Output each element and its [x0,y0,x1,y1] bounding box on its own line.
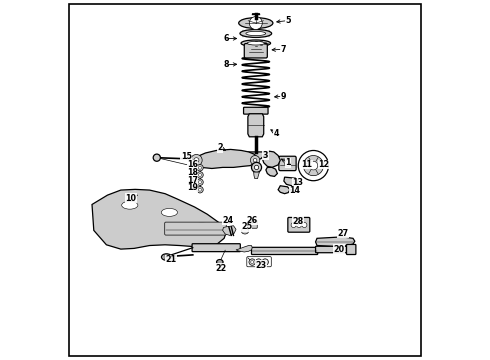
Circle shape [255,259,262,265]
Circle shape [253,158,257,162]
Text: 23: 23 [256,261,267,270]
Circle shape [303,156,323,176]
Circle shape [198,188,201,191]
Ellipse shape [242,228,248,234]
Text: 24: 24 [222,216,233,225]
FancyBboxPatch shape [165,222,226,235]
Ellipse shape [246,31,266,36]
Polygon shape [278,186,290,194]
Text: 4: 4 [273,129,279,138]
Text: 11: 11 [301,160,313,169]
Circle shape [257,261,260,264]
FancyBboxPatch shape [316,246,349,253]
Ellipse shape [247,41,265,45]
Text: 25: 25 [241,222,252,231]
Circle shape [262,259,269,265]
Circle shape [153,154,160,161]
Text: 18: 18 [187,168,198,177]
Circle shape [197,179,203,185]
Circle shape [296,222,301,228]
Ellipse shape [239,18,273,28]
Text: 20: 20 [334,245,345,253]
Text: 2: 2 [217,143,222,152]
FancyBboxPatch shape [248,220,257,228]
Text: 3: 3 [263,151,268,160]
Polygon shape [195,149,258,168]
Ellipse shape [217,260,223,265]
Polygon shape [254,172,259,179]
Ellipse shape [122,201,138,209]
Text: 7: 7 [281,45,286,54]
Polygon shape [222,226,236,235]
Text: 13: 13 [293,178,303,187]
Circle shape [249,259,255,265]
Circle shape [302,222,307,228]
Circle shape [197,165,203,171]
Circle shape [254,165,259,170]
Text: 26: 26 [246,216,258,225]
Text: 10: 10 [125,194,136,202]
Text: 17: 17 [187,176,198,185]
Text: 15: 15 [181,152,192,161]
Circle shape [198,181,201,184]
FancyBboxPatch shape [244,107,268,114]
Text: 22: 22 [215,264,226,273]
Polygon shape [284,177,298,186]
Circle shape [309,161,318,170]
Circle shape [194,158,199,163]
FancyBboxPatch shape [279,156,296,171]
Text: 8: 8 [223,60,229,69]
Text: 9: 9 [281,92,286,101]
Ellipse shape [162,254,172,260]
Circle shape [249,17,262,30]
Polygon shape [316,237,355,247]
Polygon shape [92,189,226,249]
Text: 16: 16 [187,161,198,170]
Circle shape [285,161,291,166]
Circle shape [197,186,203,193]
FancyBboxPatch shape [288,217,310,232]
FancyBboxPatch shape [251,247,318,255]
Polygon shape [245,152,266,160]
Circle shape [197,172,203,178]
Polygon shape [236,246,252,252]
Circle shape [298,150,328,181]
Polygon shape [266,167,277,176]
Circle shape [251,261,254,264]
Text: 1: 1 [286,158,291,167]
Text: 14: 14 [289,186,300,195]
Circle shape [250,156,260,165]
Text: 12: 12 [318,160,330,169]
Circle shape [264,261,267,264]
Text: 19: 19 [187,184,198,193]
FancyBboxPatch shape [192,244,240,252]
Circle shape [198,166,201,169]
Circle shape [251,162,262,172]
Text: 28: 28 [293,217,304,226]
Circle shape [198,174,201,176]
Polygon shape [262,151,280,167]
Ellipse shape [161,208,177,216]
Ellipse shape [241,40,270,46]
FancyBboxPatch shape [245,44,268,58]
Text: 21: 21 [166,256,177,264]
FancyBboxPatch shape [346,244,356,255]
Circle shape [291,222,296,228]
Circle shape [191,154,202,166]
Polygon shape [248,114,264,137]
Ellipse shape [194,223,210,231]
Text: 5: 5 [286,16,291,25]
Text: 27: 27 [337,229,348,238]
Ellipse shape [240,30,271,37]
Text: 6: 6 [223,34,229,43]
